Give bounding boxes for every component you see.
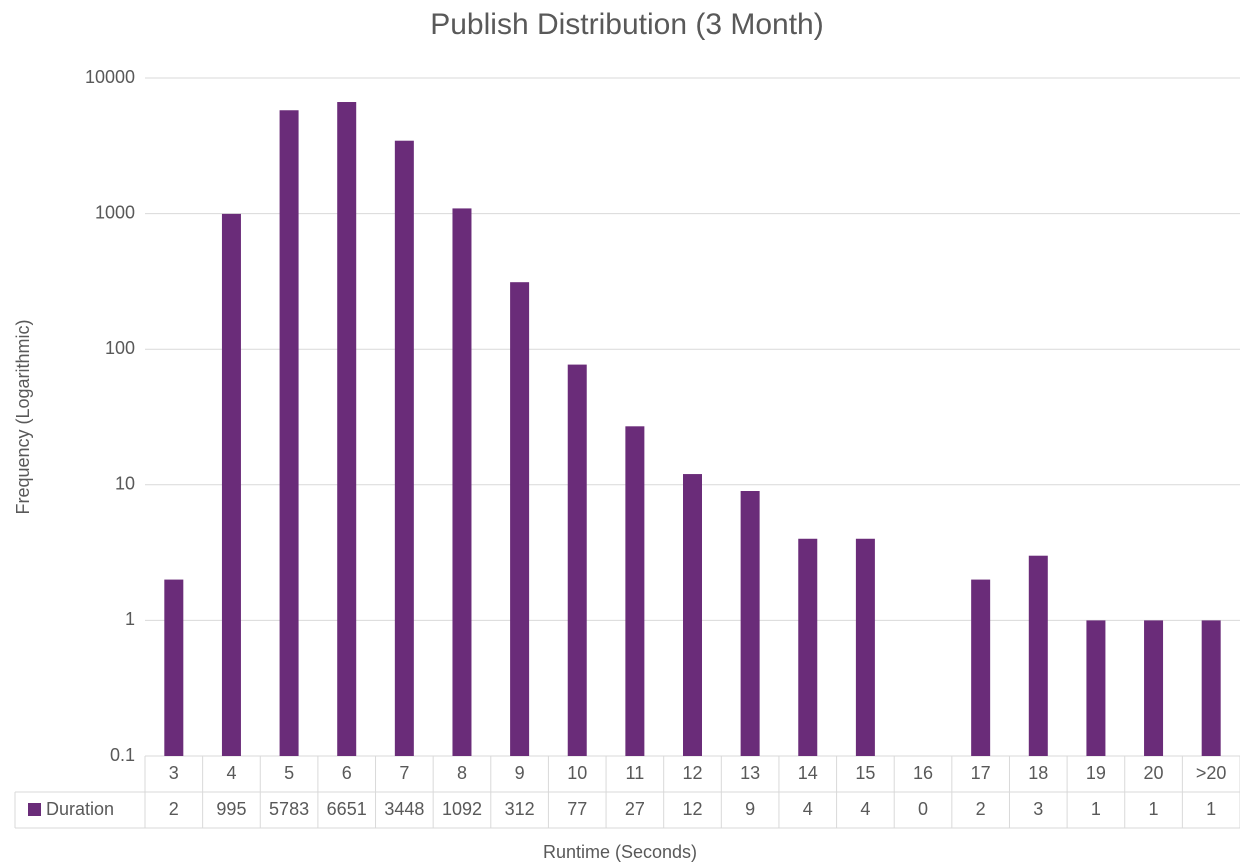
bar — [625, 426, 645, 756]
bar — [1201, 620, 1221, 756]
x-tick-label: 9 — [515, 763, 525, 783]
table-value: 1092 — [442, 799, 482, 819]
y-tick-label: 10000 — [85, 67, 135, 87]
bar — [1144, 620, 1164, 756]
bar — [1086, 620, 1106, 756]
x-axis-title: Runtime (Seconds) — [543, 842, 697, 862]
table-value: 77 — [567, 799, 587, 819]
x-tick-label: 6 — [342, 763, 352, 783]
bar — [452, 208, 472, 757]
x-tick-label: 10 — [567, 763, 587, 783]
table-value: 3448 — [384, 799, 424, 819]
x-tick-label: 14 — [798, 763, 818, 783]
x-tick-label: 18 — [1028, 763, 1048, 783]
x-tick-label: 15 — [855, 763, 875, 783]
y-tick-label: 10 — [115, 474, 135, 494]
chart-title: Publish Distribution (3 Month) — [430, 8, 824, 41]
y-tick-label: 1 — [125, 609, 135, 629]
table-value: 1 — [1149, 799, 1159, 819]
table-value: 4 — [860, 799, 870, 819]
x-tick-label: 19 — [1086, 763, 1106, 783]
bar — [798, 538, 818, 756]
y-tick-label: 100 — [105, 338, 135, 358]
bar — [740, 491, 760, 756]
legend-swatch — [28, 803, 41, 816]
y-tick-label: 0.1 — [110, 745, 135, 765]
table-value: 4 — [803, 799, 813, 819]
x-tick-label: 4 — [226, 763, 236, 783]
bar — [1028, 555, 1048, 756]
x-tick-label: 17 — [971, 763, 991, 783]
x-tick-label: 3 — [169, 763, 179, 783]
y-axis-title: Frequency (Logarithmic) — [13, 319, 33, 514]
table-value: 312 — [505, 799, 535, 819]
bar — [279, 110, 299, 757]
table-value: 2 — [976, 799, 986, 819]
legend-label: Duration — [46, 799, 114, 819]
table-value: 9 — [745, 799, 755, 819]
bar — [164, 579, 184, 756]
bar — [394, 140, 414, 757]
x-tick-label: 20 — [1144, 763, 1164, 783]
x-tick-label: 5 — [284, 763, 294, 783]
table-value: 6651 — [327, 799, 367, 819]
bar — [855, 538, 875, 756]
bar — [221, 213, 241, 756]
bar — [510, 282, 530, 756]
bar — [337, 102, 357, 756]
table-value: 3 — [1033, 799, 1043, 819]
table-value: 995 — [216, 799, 246, 819]
x-tick-label: 8 — [457, 763, 467, 783]
table-value: 1 — [1091, 799, 1101, 819]
bar — [567, 364, 587, 756]
y-tick-label: 1000 — [95, 202, 135, 222]
x-tick-label: 7 — [399, 763, 409, 783]
x-tick-label: 12 — [682, 763, 702, 783]
bar — [971, 579, 991, 756]
table-value: 1 — [1206, 799, 1216, 819]
x-tick-label: >20 — [1196, 763, 1227, 783]
table-value: 0 — [918, 799, 928, 819]
x-tick-label: 11 — [626, 763, 645, 783]
table-value: 12 — [682, 799, 702, 819]
table-value: 2 — [169, 799, 179, 819]
table-value: 5783 — [269, 799, 309, 819]
bar — [683, 474, 702, 756]
x-tick-label: 16 — [913, 763, 933, 783]
x-tick-label: 13 — [740, 763, 760, 783]
table-value: 27 — [625, 799, 645, 819]
